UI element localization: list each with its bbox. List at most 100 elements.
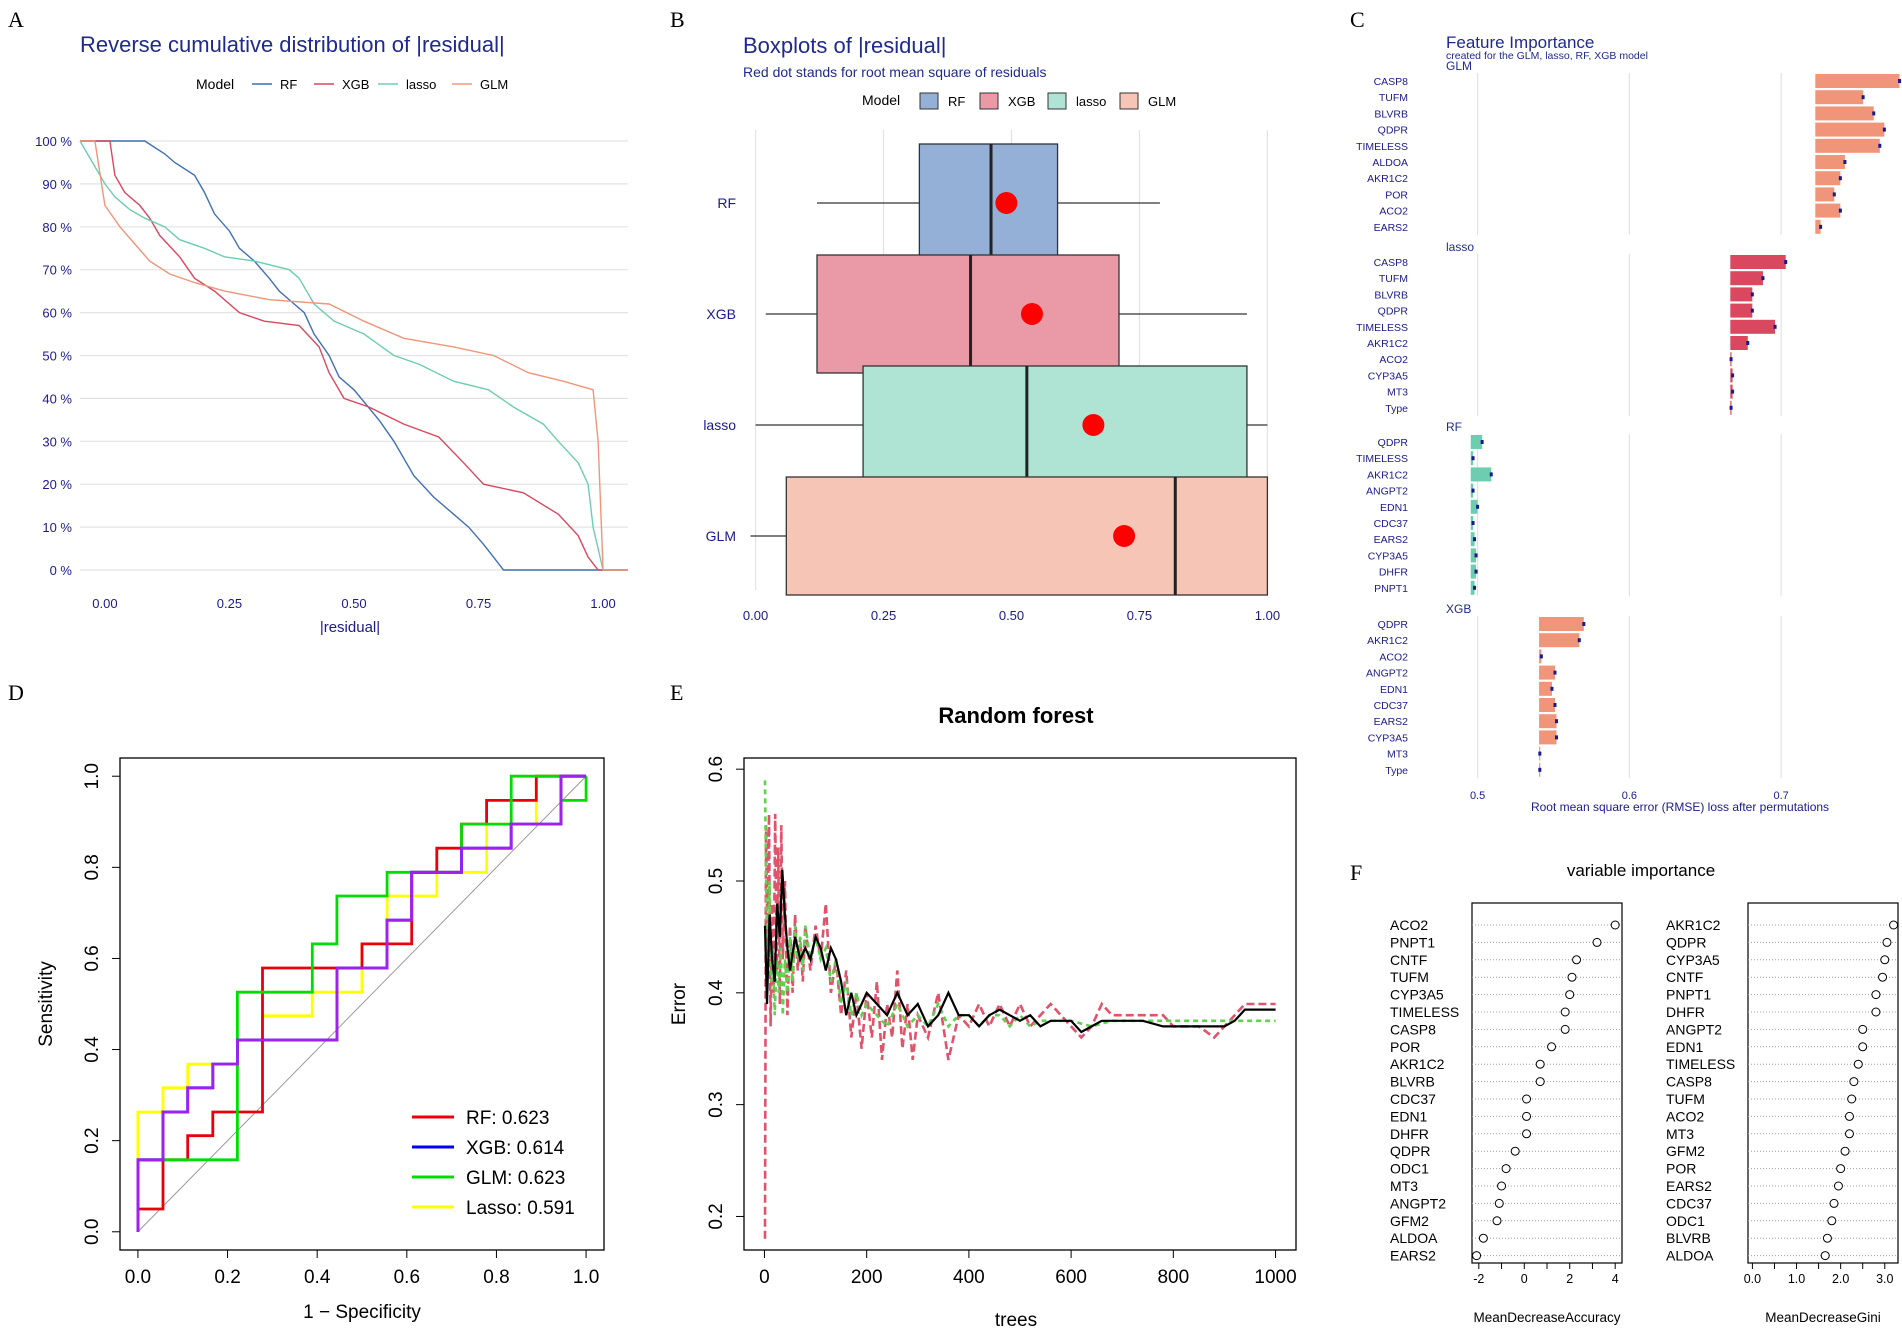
importance-error-mark: [1761, 276, 1765, 281]
importance-dot: [1565, 990, 1575, 1000]
variable-label: CYP3A5: [1390, 987, 1444, 1003]
importance-error-mark: [1471, 488, 1475, 493]
cdf-line-lasso: [79, 140, 628, 571]
feature-label: ANGPT2: [1366, 486, 1408, 498]
variable-label: QDPR: [1666, 934, 1706, 950]
importance-error-mark: [1838, 176, 1842, 181]
importance-error-mark: [1819, 224, 1823, 229]
y-tick-label: 100 %: [35, 134, 72, 149]
legend-label-glm: GLM: [480, 77, 508, 92]
importance-dot: [1882, 937, 1892, 947]
variable-label: PNPT1: [1390, 934, 1435, 950]
panel-f-variable-importance: variable importanceACO2PNPT1CNTFTUFMCYP3…: [1390, 861, 1899, 1325]
x-tick-label: 0: [759, 1267, 770, 1288]
feature-label: QDPR: [1378, 437, 1409, 449]
feature-label: ACO2: [1379, 354, 1408, 366]
feature-label: EDN1: [1380, 684, 1408, 696]
importance-dot: [1844, 1111, 1854, 1121]
variable-label: CASP8: [1390, 1021, 1436, 1037]
y-tick-label: 10 %: [42, 520, 72, 535]
variable-label: EDN1: [1390, 1108, 1428, 1124]
importance-dot: [1844, 1129, 1854, 1139]
category-label-lasso: lasso: [703, 417, 736, 433]
category-label-rf: RF: [717, 195, 736, 211]
importance-error-mark: [1489, 472, 1493, 477]
feature-label: QDPR: [1378, 125, 1409, 137]
cdf-line-xgb: [80, 140, 628, 571]
y-tick-label: 80 %: [42, 220, 72, 235]
variable-label: MT3: [1390, 1178, 1418, 1194]
variable-label: GFM2: [1390, 1213, 1429, 1229]
chart-subtitle: Red dot stands for root mean square of r…: [743, 64, 1047, 80]
importance-dot: [1889, 920, 1899, 930]
feature-label: EARS2: [1374, 222, 1409, 234]
variable-label: CDC37: [1666, 1195, 1712, 1211]
feature-label: ANGPT2: [1366, 668, 1408, 680]
importance-error-mark: [1750, 308, 1754, 313]
x-tick-label: -2: [1473, 1272, 1484, 1286]
x-axis-label: MeanDecreaseAccuracy: [1473, 1310, 1620, 1325]
importance-dot: [1871, 990, 1881, 1000]
importance-bar: [1730, 336, 1748, 350]
feature-label: BLVRB: [1374, 289, 1408, 301]
importance-bar: [1539, 681, 1552, 696]
category-label-glm: GLM: [706, 528, 736, 544]
legend-title: Model: [196, 76, 234, 92]
x-tick-label: 0.25: [871, 608, 896, 623]
variable-label: CYP3A5: [1666, 952, 1720, 968]
variable-label: AKR1C2: [1666, 917, 1721, 933]
y-axis-label: Error: [669, 982, 690, 1025]
importance-dot: [1853, 1059, 1863, 1069]
importance-error-mark: [1832, 192, 1836, 197]
importance-bar: [1815, 106, 1874, 121]
y-tick-label: 0.3: [706, 1091, 727, 1117]
x-tick-label: 0.75: [466, 596, 491, 611]
variable-label: GFM2: [1666, 1143, 1705, 1159]
importance-error-mark: [1538, 751, 1542, 756]
panel-a-reverse-cdf: Reverse cumulative distribution of |resi…: [35, 32, 628, 636]
feature-label: Type: [1385, 403, 1408, 415]
legend-label: XGB: 0.614: [466, 1138, 565, 1159]
importance-error-mark: [1878, 143, 1882, 148]
x-tick-label: 0.6: [1622, 790, 1637, 802]
feature-label: Type: [1385, 765, 1408, 777]
feature-label: TIMELESS: [1356, 453, 1408, 465]
dotchart-frame: [1471, 902, 1623, 1264]
importance-error-mark: [1577, 638, 1581, 643]
variable-label: CNTF: [1390, 952, 1427, 968]
importance-error-mark: [1555, 719, 1559, 724]
importance-error-mark: [1750, 292, 1754, 297]
legend-label: GLM: 0.623: [466, 1168, 565, 1189]
panel-label-d: D: [8, 680, 24, 705]
importance-dot: [1610, 920, 1620, 930]
x-tick-label: 0.00: [743, 608, 768, 623]
facet-panel-XGB: [1415, 616, 1895, 778]
y-tick-label: 0 %: [50, 563, 73, 578]
variable-label: TIMELESS: [1390, 1004, 1459, 1020]
importance-dot: [1535, 1059, 1545, 1069]
importance-bar: [1470, 499, 1478, 514]
importance-dot: [1547, 1042, 1557, 1052]
importance-dot: [1847, 1094, 1857, 1104]
cdf-line-glm: [80, 140, 628, 571]
importance-bar: [1539, 633, 1580, 648]
x-tick-label: 0.6: [394, 1267, 420, 1288]
importance-dot: [1560, 1024, 1570, 1034]
box-lasso: [862, 365, 1248, 485]
feature-label: AKR1C2: [1367, 338, 1408, 350]
importance-error-mark: [1480, 440, 1484, 444]
variable-label: CDC37: [1390, 1091, 1436, 1107]
importance-error-mark: [1473, 537, 1477, 542]
chart-title: Reverse cumulative distribution of |resi…: [80, 32, 505, 57]
importance-dot: [1510, 1146, 1520, 1156]
importance-dot: [1840, 1146, 1850, 1156]
chart-title: Feature Importance: [1446, 33, 1594, 52]
variable-label: EDN1: [1666, 1039, 1704, 1055]
importance-dot: [1822, 1233, 1832, 1243]
importance-error-mark: [1731, 373, 1735, 378]
variable-label: ANGPT2: [1390, 1195, 1446, 1211]
y-tick-label: 0.5: [706, 868, 727, 894]
importance-bar: [1470, 548, 1477, 563]
importance-bar: [1815, 90, 1864, 105]
